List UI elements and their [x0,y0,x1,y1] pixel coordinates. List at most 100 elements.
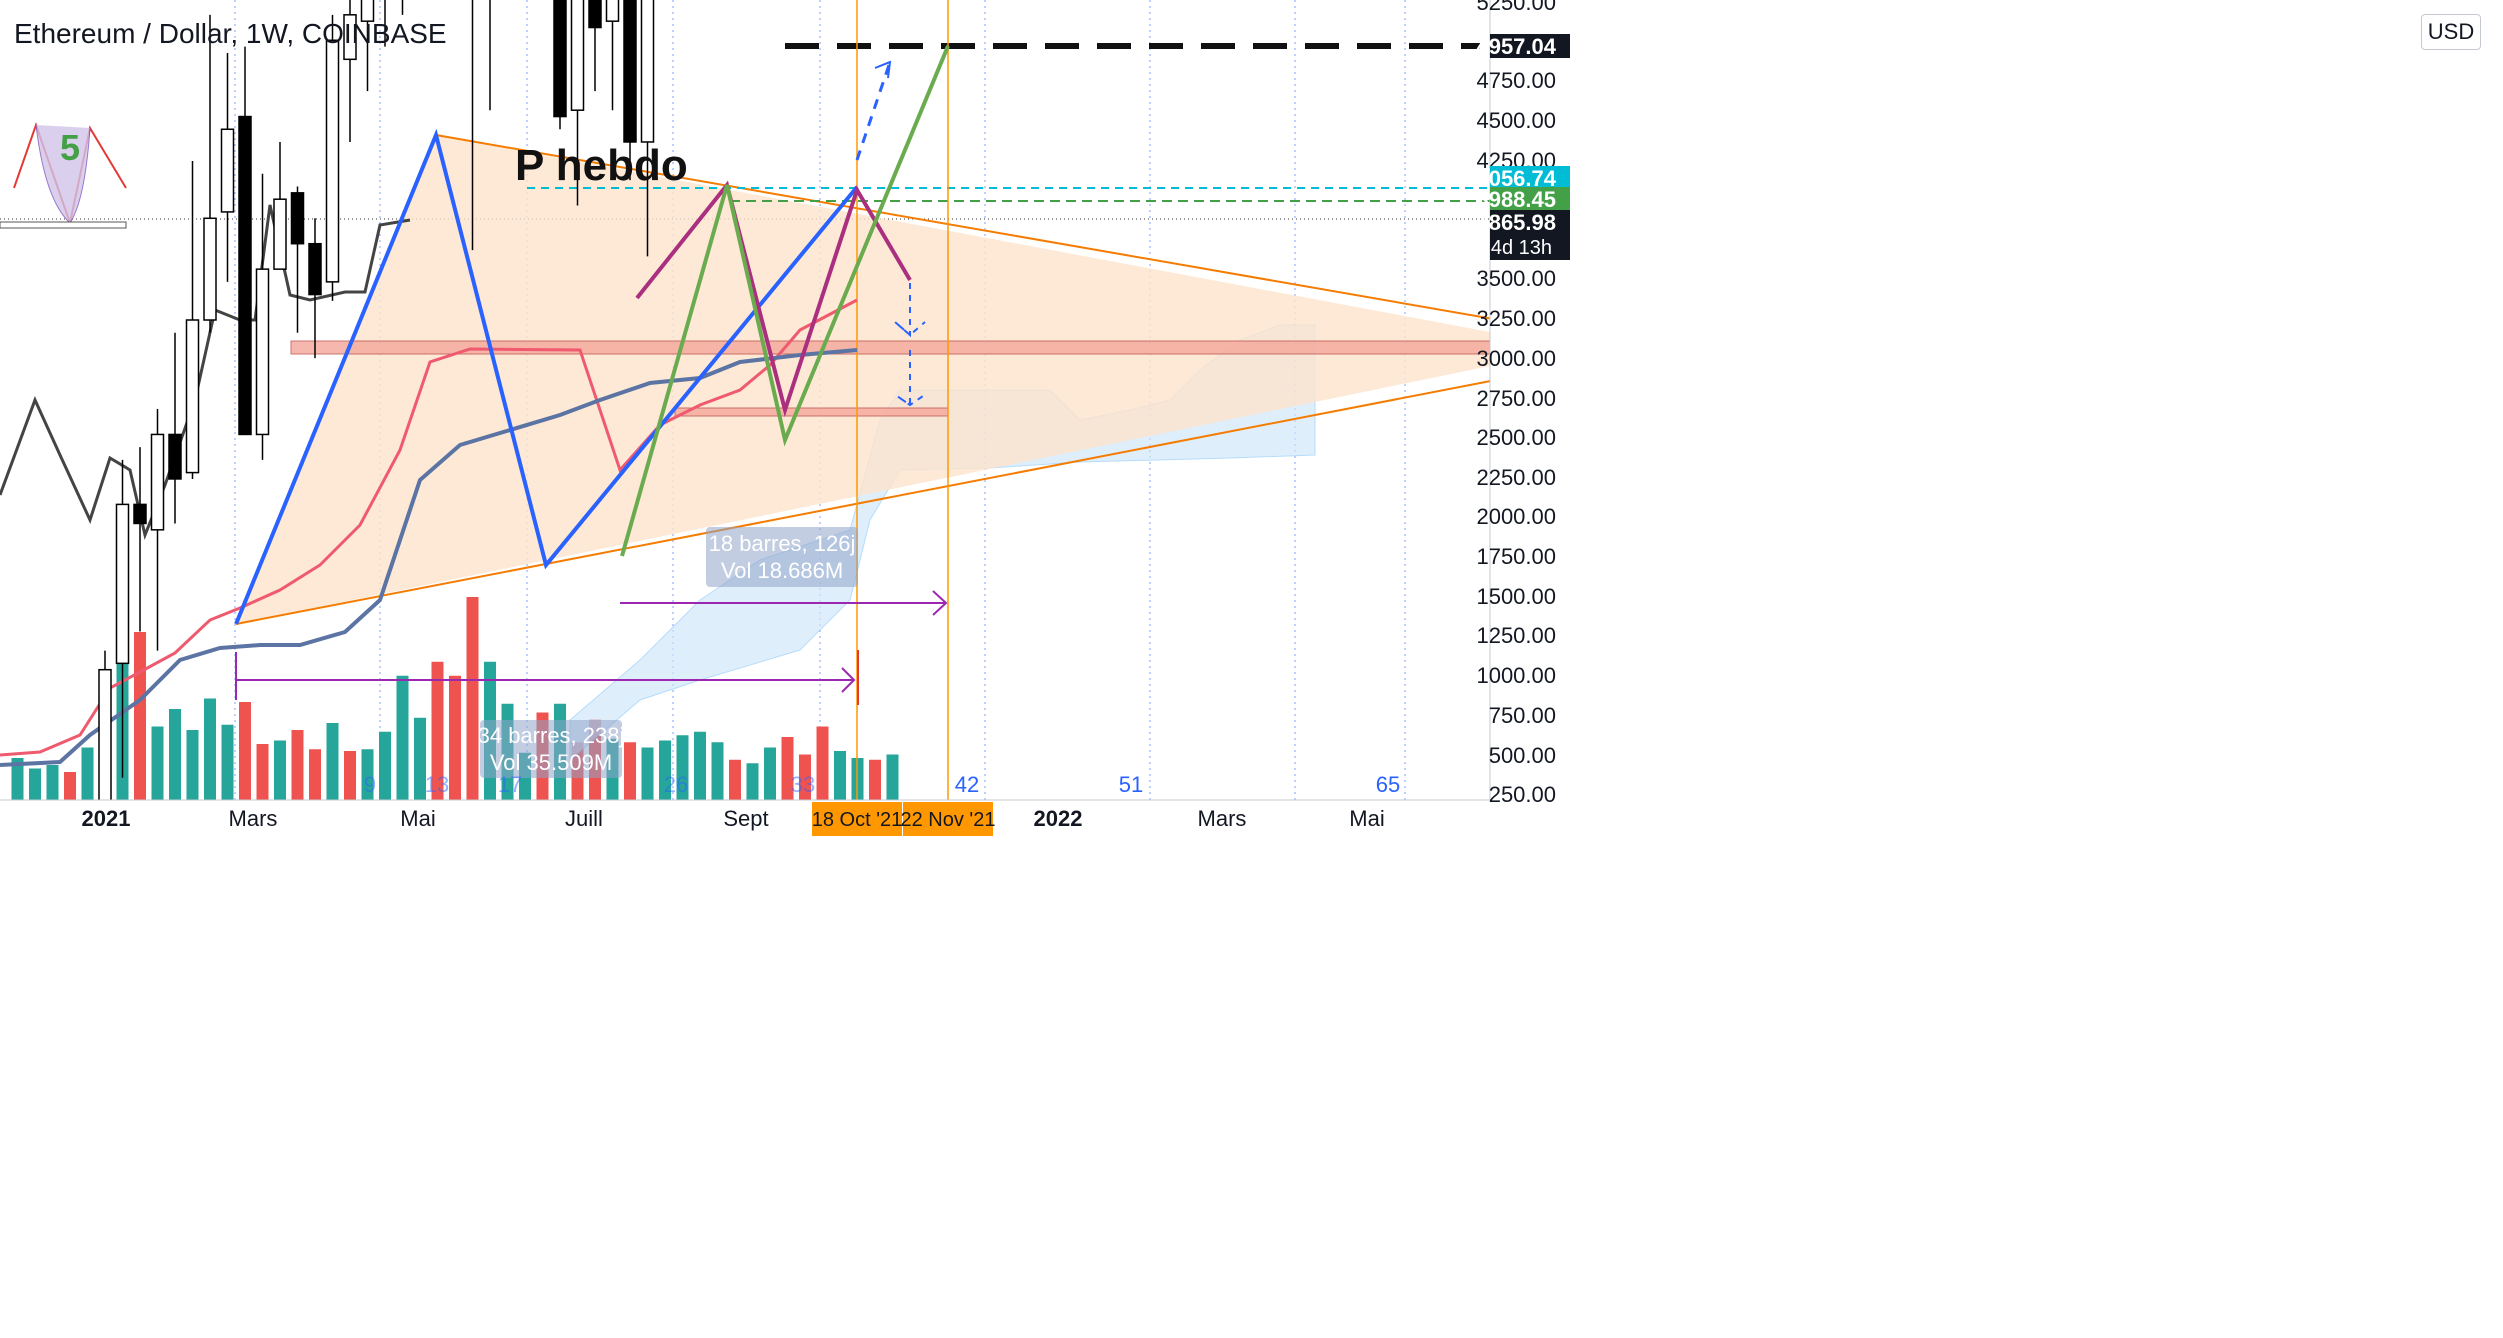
y-tick-label: 3250.00 [1476,306,1556,331]
volume-bar [81,747,94,800]
projection-up-arrowhead [874,60,892,79]
y-tick-label: 250.00 [1489,782,1556,807]
volume-bar [676,735,689,800]
pattern-green-zigzag [620,45,950,557]
x-tick-label: Mars [1198,806,1247,831]
projection-up [855,61,892,161]
price-tag-label: 4056.74 [1476,166,1556,191]
candle-body [203,217,217,321]
volume-bar [624,742,636,800]
date-highlight-label: 22 Nov '21 [901,809,996,831]
volume-bar [834,751,846,800]
chart-title: Ethereum / Dollar, 1W, COINBASE [14,18,447,49]
resistance-zone [290,340,1569,355]
bar-count: 51 [1119,772,1143,797]
triangle-upper-edge [435,134,1569,333]
price-tag-sub: 4d 13h [1491,237,1552,259]
range-box-1-line1: 18 barres, 126j [709,531,856,556]
candle-body [238,115,252,436]
volume-bar [169,709,181,800]
volume-bar [729,759,741,800]
volume-bar [46,765,59,800]
bar-count: 42 [955,772,979,797]
price-tag-bg [1490,210,1570,260]
candle-body [343,14,357,61]
range-box-1-line2: Vol 18.686M [721,558,843,583]
tenkan-line [0,298,858,757]
y-tick-label: 2750.00 [1476,386,1556,411]
price-tag-bg [1490,187,1570,211]
y-tick-label: 750.00 [1489,703,1556,728]
volume-bar [326,723,339,800]
bar-count: 26 [664,772,688,797]
volume-bar [799,754,811,800]
volume-bar [764,747,776,800]
price-tag-label: 3865.98 [1476,210,1556,235]
triangle-fill [236,135,1490,624]
axes-layer: 5250.004750.004500.004250.003500.003250.… [0,0,1570,836]
candle-body [308,242,322,296]
y-tick-label: 2000.00 [1476,504,1556,529]
wave-icon-base [0,221,127,229]
y-tick-label: 2250.00 [1476,465,1556,490]
volume-bar [344,751,356,800]
candle-body [325,39,340,283]
y-tick-label: 4750.00 [1476,68,1556,93]
y-tick-label: 5250.00 [1476,0,1556,15]
volume-bar [239,702,251,800]
volume-bar [396,675,409,800]
bar-count: 65 [1376,772,1400,797]
range-box-2-line2: Vol 35.509M [490,750,612,775]
volume-bar [694,731,706,800]
pattern-blue-zigzag [234,128,859,625]
candle-body [150,433,165,531]
volume-bar [746,763,759,800]
pattern-label: P hebdo [515,141,688,190]
candle-body [185,319,200,474]
price-tag-label: 4957.04 [1476,34,1556,59]
volume-bar [711,742,724,800]
levels-layer [290,0,1569,800]
candle-body [605,0,620,22]
volume-bar [29,768,41,800]
volume-bar [414,717,426,800]
volume-bar [291,730,304,800]
candle-body [640,0,655,143]
x-tick-label: Mai [1349,806,1384,831]
candle-body [623,0,637,143]
bar-count: 9 [364,772,376,797]
x-tick-label: Juill [565,806,603,831]
price-tag-label: 3988.45 [1476,187,1556,212]
price-tag-bg [1490,34,1570,58]
volume-bar [151,726,164,800]
y-tick-label: 3000.00 [1476,346,1556,371]
volume-bar [659,740,671,800]
bar-count: 17 [498,772,522,797]
candle-body [220,128,235,213]
volume-bar [449,675,461,800]
candle-body [553,0,567,118]
candle-body [273,198,287,270]
wave-count: 5 [60,127,80,168]
x-tick-label: 2022 [1034,806,1083,831]
date-highlight-bg [903,802,993,836]
candle-body [290,192,305,245]
range-box-2 [480,720,622,778]
projection-down-2 [896,350,924,407]
currency-button[interactable]: USD [2421,14,2481,50]
volume-bar [379,731,391,800]
candle-body [588,0,602,29]
support-zone [674,407,949,417]
triangle-lower-edge [235,365,1569,625]
pattern-layer [234,45,950,625]
volume-bar [221,724,234,800]
candle-body [255,268,270,436]
volume-bar [309,749,321,800]
candle-body [360,0,375,22]
bar-count: 13 [425,772,449,797]
volume-bar [11,758,24,800]
y-tick-label: 1000.00 [1476,663,1556,688]
